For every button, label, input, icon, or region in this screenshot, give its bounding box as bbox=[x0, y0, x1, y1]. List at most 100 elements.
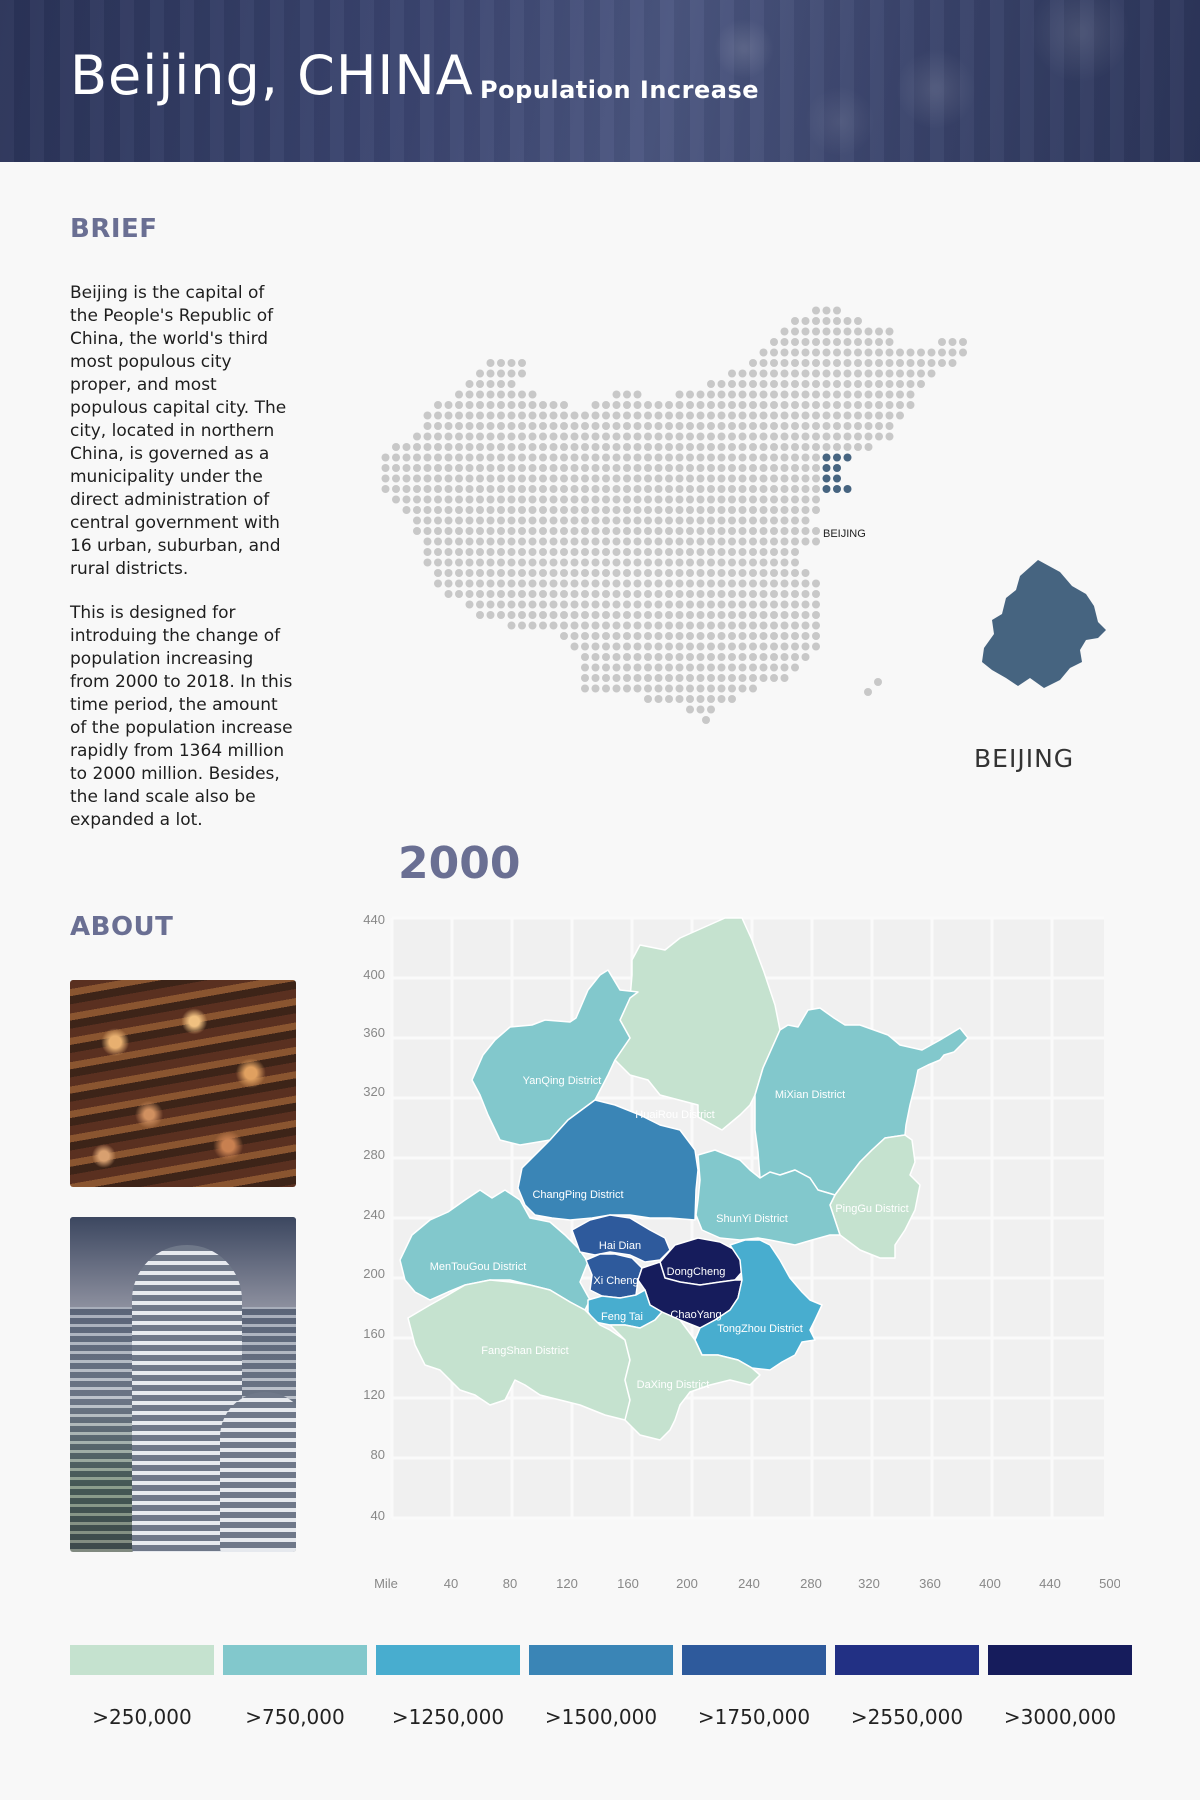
district-daxing[interactable] bbox=[609, 1311, 761, 1441]
map-dot bbox=[906, 380, 915, 388]
map-dot bbox=[759, 600, 768, 609]
district-xicheng[interactable] bbox=[585, 1253, 643, 1299]
map-dot bbox=[833, 317, 841, 325]
map-dot bbox=[696, 495, 705, 504]
map-dot bbox=[497, 380, 505, 388]
district-changping[interactable] bbox=[517, 1099, 699, 1221]
map-dot bbox=[686, 422, 694, 430]
map-dot bbox=[738, 411, 747, 420]
map-dot bbox=[665, 558, 673, 567]
map-dot bbox=[854, 401, 862, 409]
map-dot bbox=[686, 569, 694, 577]
map-dot bbox=[633, 401, 642, 409]
map-dot bbox=[686, 695, 694, 703]
map-dot bbox=[738, 401, 747, 409]
map-dot bbox=[770, 611, 778, 619]
map-dot bbox=[675, 558, 684, 567]
map-dot bbox=[444, 464, 453, 472]
map-dot bbox=[749, 590, 757, 598]
map-dot bbox=[717, 516, 726, 525]
map-dot bbox=[854, 422, 862, 430]
map-dot bbox=[623, 663, 631, 672]
map-dot bbox=[801, 464, 810, 472]
map-dot bbox=[875, 348, 883, 357]
map-dot bbox=[507, 548, 516, 556]
map-dot bbox=[675, 495, 684, 504]
map-dot bbox=[423, 453, 432, 462]
map-dot bbox=[906, 401, 915, 409]
map-dot bbox=[665, 495, 673, 504]
map-dot bbox=[665, 474, 673, 483]
map-dot bbox=[906, 359, 915, 367]
map-dot bbox=[539, 569, 547, 577]
map-dot bbox=[612, 495, 621, 504]
map-dot bbox=[759, 369, 768, 378]
map-dot bbox=[864, 348, 873, 357]
map-dot bbox=[528, 464, 537, 472]
district-mentougou[interactable] bbox=[399, 1189, 591, 1311]
legend-label: >1500,000 bbox=[544, 1705, 658, 1729]
map-dot bbox=[801, 485, 810, 493]
map-dot bbox=[602, 611, 610, 619]
map-dot bbox=[633, 495, 642, 504]
map-dot bbox=[633, 464, 642, 472]
map-dot bbox=[770, 485, 778, 493]
map-dot bbox=[759, 495, 768, 504]
map-dot bbox=[759, 443, 768, 451]
map-dot bbox=[780, 327, 789, 336]
map-dot bbox=[654, 464, 663, 472]
district-yanqing[interactable] bbox=[471, 969, 639, 1146]
map-dot bbox=[581, 548, 589, 556]
map-dot bbox=[581, 611, 589, 619]
map-dot bbox=[780, 611, 789, 619]
map-dot bbox=[392, 453, 400, 462]
map-dot bbox=[528, 443, 537, 451]
map-dot bbox=[780, 590, 789, 598]
map-dot bbox=[780, 432, 789, 441]
map-dot bbox=[507, 485, 516, 493]
map-dot bbox=[486, 401, 495, 409]
map-dot bbox=[770, 642, 778, 651]
map-dot bbox=[696, 558, 705, 567]
map-dot bbox=[476, 537, 484, 546]
district-tongzhou[interactable] bbox=[694, 1239, 823, 1371]
map-dot bbox=[833, 369, 841, 378]
map-dot bbox=[413, 495, 421, 504]
map-dot bbox=[780, 537, 789, 546]
map-dot bbox=[675, 621, 684, 630]
map-dot bbox=[570, 485, 579, 493]
map-dot bbox=[570, 506, 579, 514]
map-dot bbox=[875, 411, 883, 420]
map-dot bbox=[413, 432, 421, 441]
map-dot bbox=[707, 684, 715, 693]
map-dot bbox=[486, 548, 495, 556]
map-dot bbox=[465, 590, 474, 598]
map-dot bbox=[759, 537, 768, 546]
map-dot bbox=[602, 674, 610, 682]
map-dot bbox=[486, 579, 495, 588]
map-dot bbox=[581, 464, 589, 472]
map-dot bbox=[686, 453, 694, 462]
map-dot bbox=[717, 674, 726, 682]
legend-label: >1250,000 bbox=[391, 1705, 505, 1729]
beijing-dot bbox=[822, 485, 831, 493]
map-dot bbox=[675, 422, 684, 430]
map-dot bbox=[780, 558, 789, 567]
district-huairou[interactable] bbox=[614, 917, 781, 1131]
map-dot bbox=[686, 632, 694, 640]
map-dot bbox=[728, 674, 736, 682]
district-shunyi[interactable] bbox=[695, 1149, 841, 1246]
map-dot bbox=[812, 411, 820, 420]
map-dot bbox=[633, 653, 642, 661]
map-dot bbox=[801, 516, 810, 525]
map-dot bbox=[812, 306, 820, 315]
map-dot bbox=[612, 600, 621, 609]
map-dot bbox=[696, 674, 705, 682]
map-dot bbox=[686, 684, 694, 693]
map-dot bbox=[644, 558, 652, 567]
map-dot bbox=[801, 327, 810, 336]
map-dot bbox=[707, 695, 715, 703]
map-dot bbox=[549, 432, 558, 441]
map-dot bbox=[528, 569, 537, 577]
map-dot bbox=[696, 611, 705, 619]
